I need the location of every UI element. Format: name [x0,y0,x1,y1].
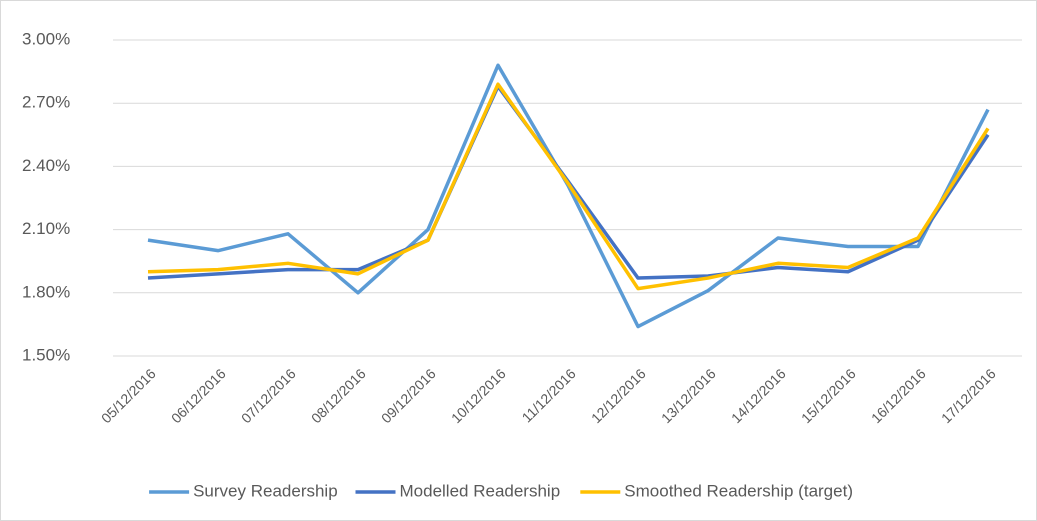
y-tick-label: 1.50% [22,345,70,364]
y-tick-label: 2.40% [22,156,70,175]
legend-label: Survey Readership [193,481,338,500]
y-tick-label: 2.10% [22,219,70,238]
y-tick-label: 3.00% [22,29,70,48]
y-tick-label: 1.80% [22,282,70,301]
y-tick-label: 2.70% [22,93,70,112]
legend-label: Smoothed Readership (target) [624,481,853,500]
series-line [147,82,990,291]
legend-label: Modelled Readership [400,481,561,500]
